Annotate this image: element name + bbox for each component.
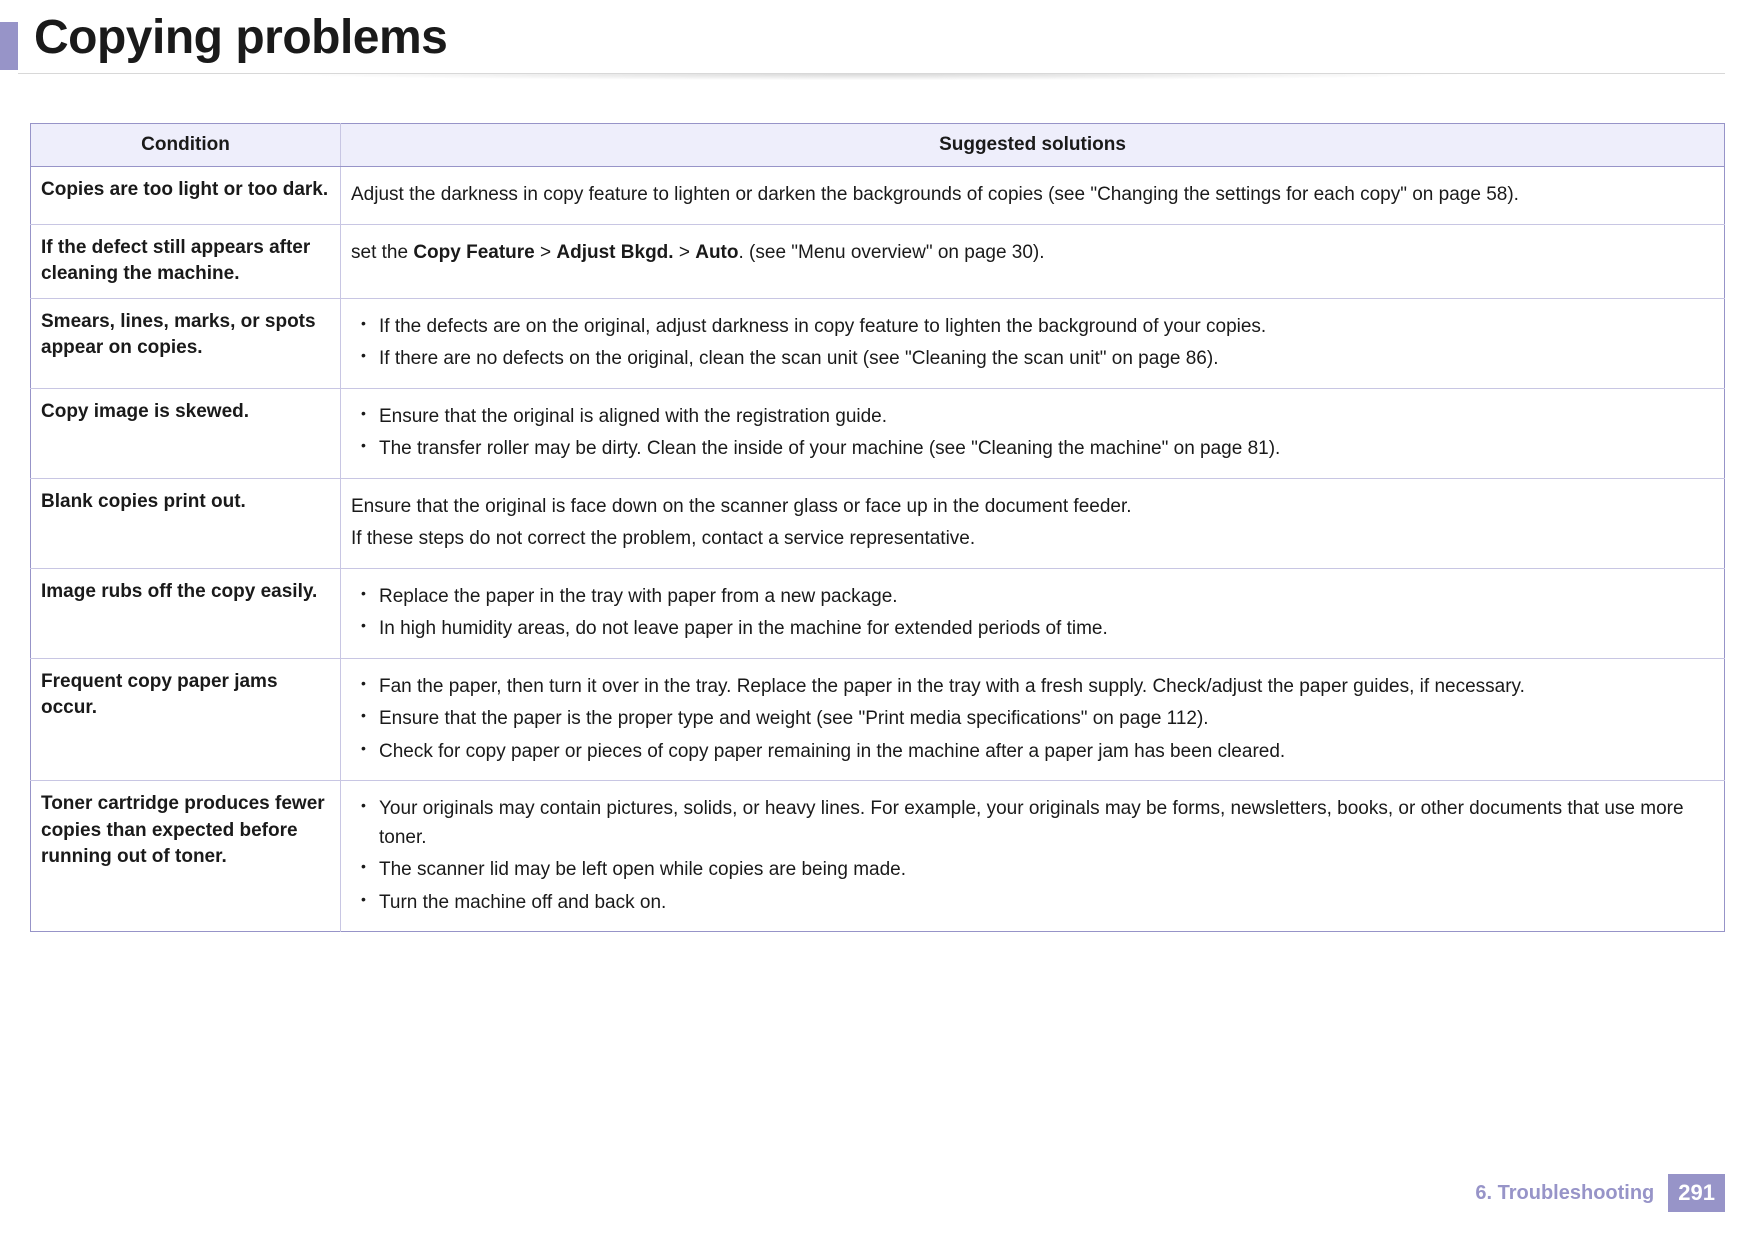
col-header-condition: Condition — [31, 124, 341, 167]
solution-text: Ensure that the original is face down on… — [351, 493, 1714, 522]
col-header-solutions: Suggested solutions — [341, 124, 1725, 167]
solution-list-item: The scanner lid may be left open while c… — [357, 856, 1714, 885]
solution-list-item: Check for copy paper or pieces of copy p… — [357, 738, 1714, 767]
table-row: Copies are too light or too dark. Adjust … — [31, 167, 1725, 225]
troubleshooting-table: Condition Suggested solutions Copies are… — [30, 123, 1725, 932]
table-header-row: Condition Suggested solutions — [31, 124, 1725, 167]
table-row: Frequent copy paper jams occur. Fan the p… — [31, 658, 1725, 781]
table-row: Image rubs off the copy easily. Replace t… — [31, 568, 1725, 658]
solution-list-item: If there are no defects on the original,… — [357, 345, 1714, 374]
solution-cell: Your originals may contain pictures, sol… — [341, 781, 1725, 932]
footer-page-number: 291 — [1668, 1174, 1725, 1212]
page-footer: 6. Troubleshooting 291 — [1475, 1174, 1725, 1212]
solution-list-item: Ensure that the original is aligned with… — [357, 403, 1714, 432]
solution-list: Fan the paper, then turn it over in the … — [351, 673, 1714, 767]
condition-cell: Frequent copy paper jams occur. — [31, 658, 341, 781]
solution-cell: Ensure that the original is face down on… — [341, 478, 1725, 568]
condition-cell: If the defect still appears after cleani… — [31, 224, 341, 298]
solution-cell: Ensure that the original is aligned with… — [341, 388, 1725, 478]
solution-cell: Adjust the darkness in copy feature to l… — [341, 167, 1725, 225]
condition-cell: Blank copies print out. — [31, 478, 341, 568]
solution-cell: Fan the paper, then turn it over in the … — [341, 658, 1725, 781]
solution-list-item: The transfer roller may be dirty. Clean … — [357, 435, 1714, 464]
solution-list-item: Your originals may contain pictures, sol… — [357, 795, 1714, 852]
table-row: Smears, lines, marks, or spots appear on… — [31, 298, 1725, 388]
page-header: Copying problems — [0, 0, 1755, 83]
condition-cell: Toner cartridge produces fewer copies th… — [31, 781, 341, 932]
page-title: Copying problems — [0, 10, 1755, 65]
solution-list-item: If the defects are on the original, adju… — [357, 313, 1714, 342]
solution-cell: If the defects are on the original, adju… — [341, 298, 1725, 388]
solution-list-item: Ensure that the paper is the proper type… — [357, 705, 1714, 734]
solution-list-item: Turn the machine off and back on. — [357, 889, 1714, 918]
solution-list: Your originals may contain pictures, sol… — [351, 795, 1714, 917]
content-area: Condition Suggested solutions Copies are… — [0, 83, 1755, 932]
solution-text: set the Copy Feature > Adjust Bkgd. > Au… — [351, 239, 1714, 268]
table-row: Toner cartridge produces fewer copies th… — [31, 781, 1725, 932]
condition-cell: Image rubs off the copy easily. — [31, 568, 341, 658]
solution-cell: set the Copy Feature > Adjust Bkgd. > Au… — [341, 224, 1725, 298]
table-row: Copy image is skewed. Ensure that the ori… — [31, 388, 1725, 478]
solution-list: Ensure that the original is aligned with… — [351, 403, 1714, 464]
solution-list-item: In high humidity areas, do not leave pap… — [357, 615, 1714, 644]
table-row: If the defect still appears after cleani… — [31, 224, 1725, 298]
solution-list: Replace the paper in the tray with paper… — [351, 583, 1714, 644]
accent-block — [0, 22, 18, 70]
header-divider — [18, 73, 1725, 83]
solution-list-item: Replace the paper in the tray with paper… — [357, 583, 1714, 612]
solution-text: Adjust the darkness in copy feature to l… — [351, 181, 1714, 210]
condition-cell: Smears, lines, marks, or spots appear on… — [31, 298, 341, 388]
condition-cell: Copy image is skewed. — [31, 388, 341, 478]
solution-text: If these steps do not correct the proble… — [351, 525, 1714, 554]
condition-cell: Copies are too light or too dark. — [31, 167, 341, 225]
solution-list: If the defects are on the original, adju… — [351, 313, 1714, 374]
solution-list-item: Fan the paper, then turn it over in the … — [357, 673, 1714, 702]
table-row: Blank copies print out. Ensure that the o… — [31, 478, 1725, 568]
solution-cell: Replace the paper in the tray with paper… — [341, 568, 1725, 658]
footer-chapter: 6. Troubleshooting — [1475, 1182, 1654, 1205]
